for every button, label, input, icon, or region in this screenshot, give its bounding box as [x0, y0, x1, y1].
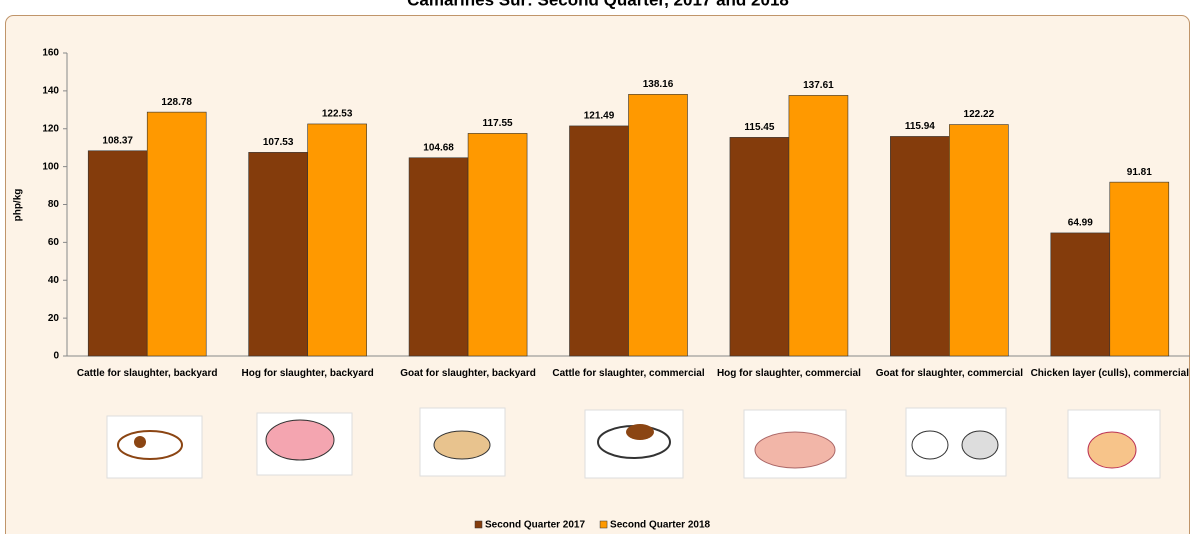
y-tick-label: 120 [42, 123, 59, 134]
x-tick-label: Goat for slaughter, backyard [385, 368, 551, 380]
chart: Camarines Sur: Second Quarter, 2017 and … [0, 0, 1195, 534]
legend-label: Second Quarter 2018 [610, 520, 710, 531]
value-label: 115.45 [744, 122, 774, 133]
y-axis-label: php/kg [13, 189, 24, 222]
y-tick-label: 60 [48, 237, 60, 248]
bar [890, 136, 949, 356]
bar [1051, 233, 1110, 356]
bar [570, 126, 629, 356]
x-tick-label: Chicken layer (culls), commercial [1027, 368, 1193, 380]
bar [308, 124, 367, 356]
x-tick-label: Cattle for slaughter, backyard [64, 368, 230, 380]
pictures [107, 408, 1160, 478]
bar [730, 137, 789, 356]
value-label: 64.99 [1068, 218, 1093, 229]
y-tick-label: 40 [48, 275, 60, 286]
value-label: 117.55 [483, 118, 513, 129]
legend-swatch [600, 521, 607, 528]
y-tick-label: 80 [48, 199, 60, 210]
legend-label: Second Quarter 2017 [485, 520, 585, 531]
value-label: 122.22 [964, 109, 995, 120]
bar [409, 158, 468, 356]
chart-title: Camarines Sur: Second Quarter, 2017 and … [407, 0, 789, 9]
x-tick-label: Hog for slaughter, backyard [225, 368, 391, 380]
legend-swatch [475, 521, 482, 528]
value-label: 128.78 [161, 97, 192, 108]
value-label: 115.94 [905, 121, 935, 132]
page: Camarines Sur: Second Quarter, 2017 and … [0, 0, 1195, 534]
y-tick-label: 160 [42, 48, 59, 59]
value-label: 108.37 [102, 135, 133, 146]
value-label: 107.53 [263, 137, 294, 148]
bar [88, 151, 147, 356]
bar [147, 112, 206, 356]
value-label: 122.53 [322, 109, 353, 120]
bar [249, 152, 308, 356]
value-label: 137.61 [803, 80, 834, 91]
x-tick-label: Goat for slaughter, commercial [866, 368, 1032, 380]
x-tick-label: Cattle for slaughter, commercial [546, 368, 712, 380]
value-label: 121.49 [584, 111, 615, 122]
y-tick-label: 140 [42, 86, 59, 97]
bar [789, 95, 848, 356]
value-label: 138.16 [643, 79, 674, 90]
value-label: 91.81 [1127, 167, 1152, 178]
bar [949, 125, 1008, 356]
x-tick-label: Hog for slaughter, commercial [706, 368, 872, 380]
value-label: 104.68 [423, 142, 454, 153]
y-tick-label: 100 [42, 161, 59, 172]
bar [468, 133, 527, 356]
bar [1110, 182, 1169, 356]
bar [629, 94, 688, 356]
y-tick-label: 0 [53, 351, 59, 362]
y-tick-label: 20 [48, 313, 60, 324]
